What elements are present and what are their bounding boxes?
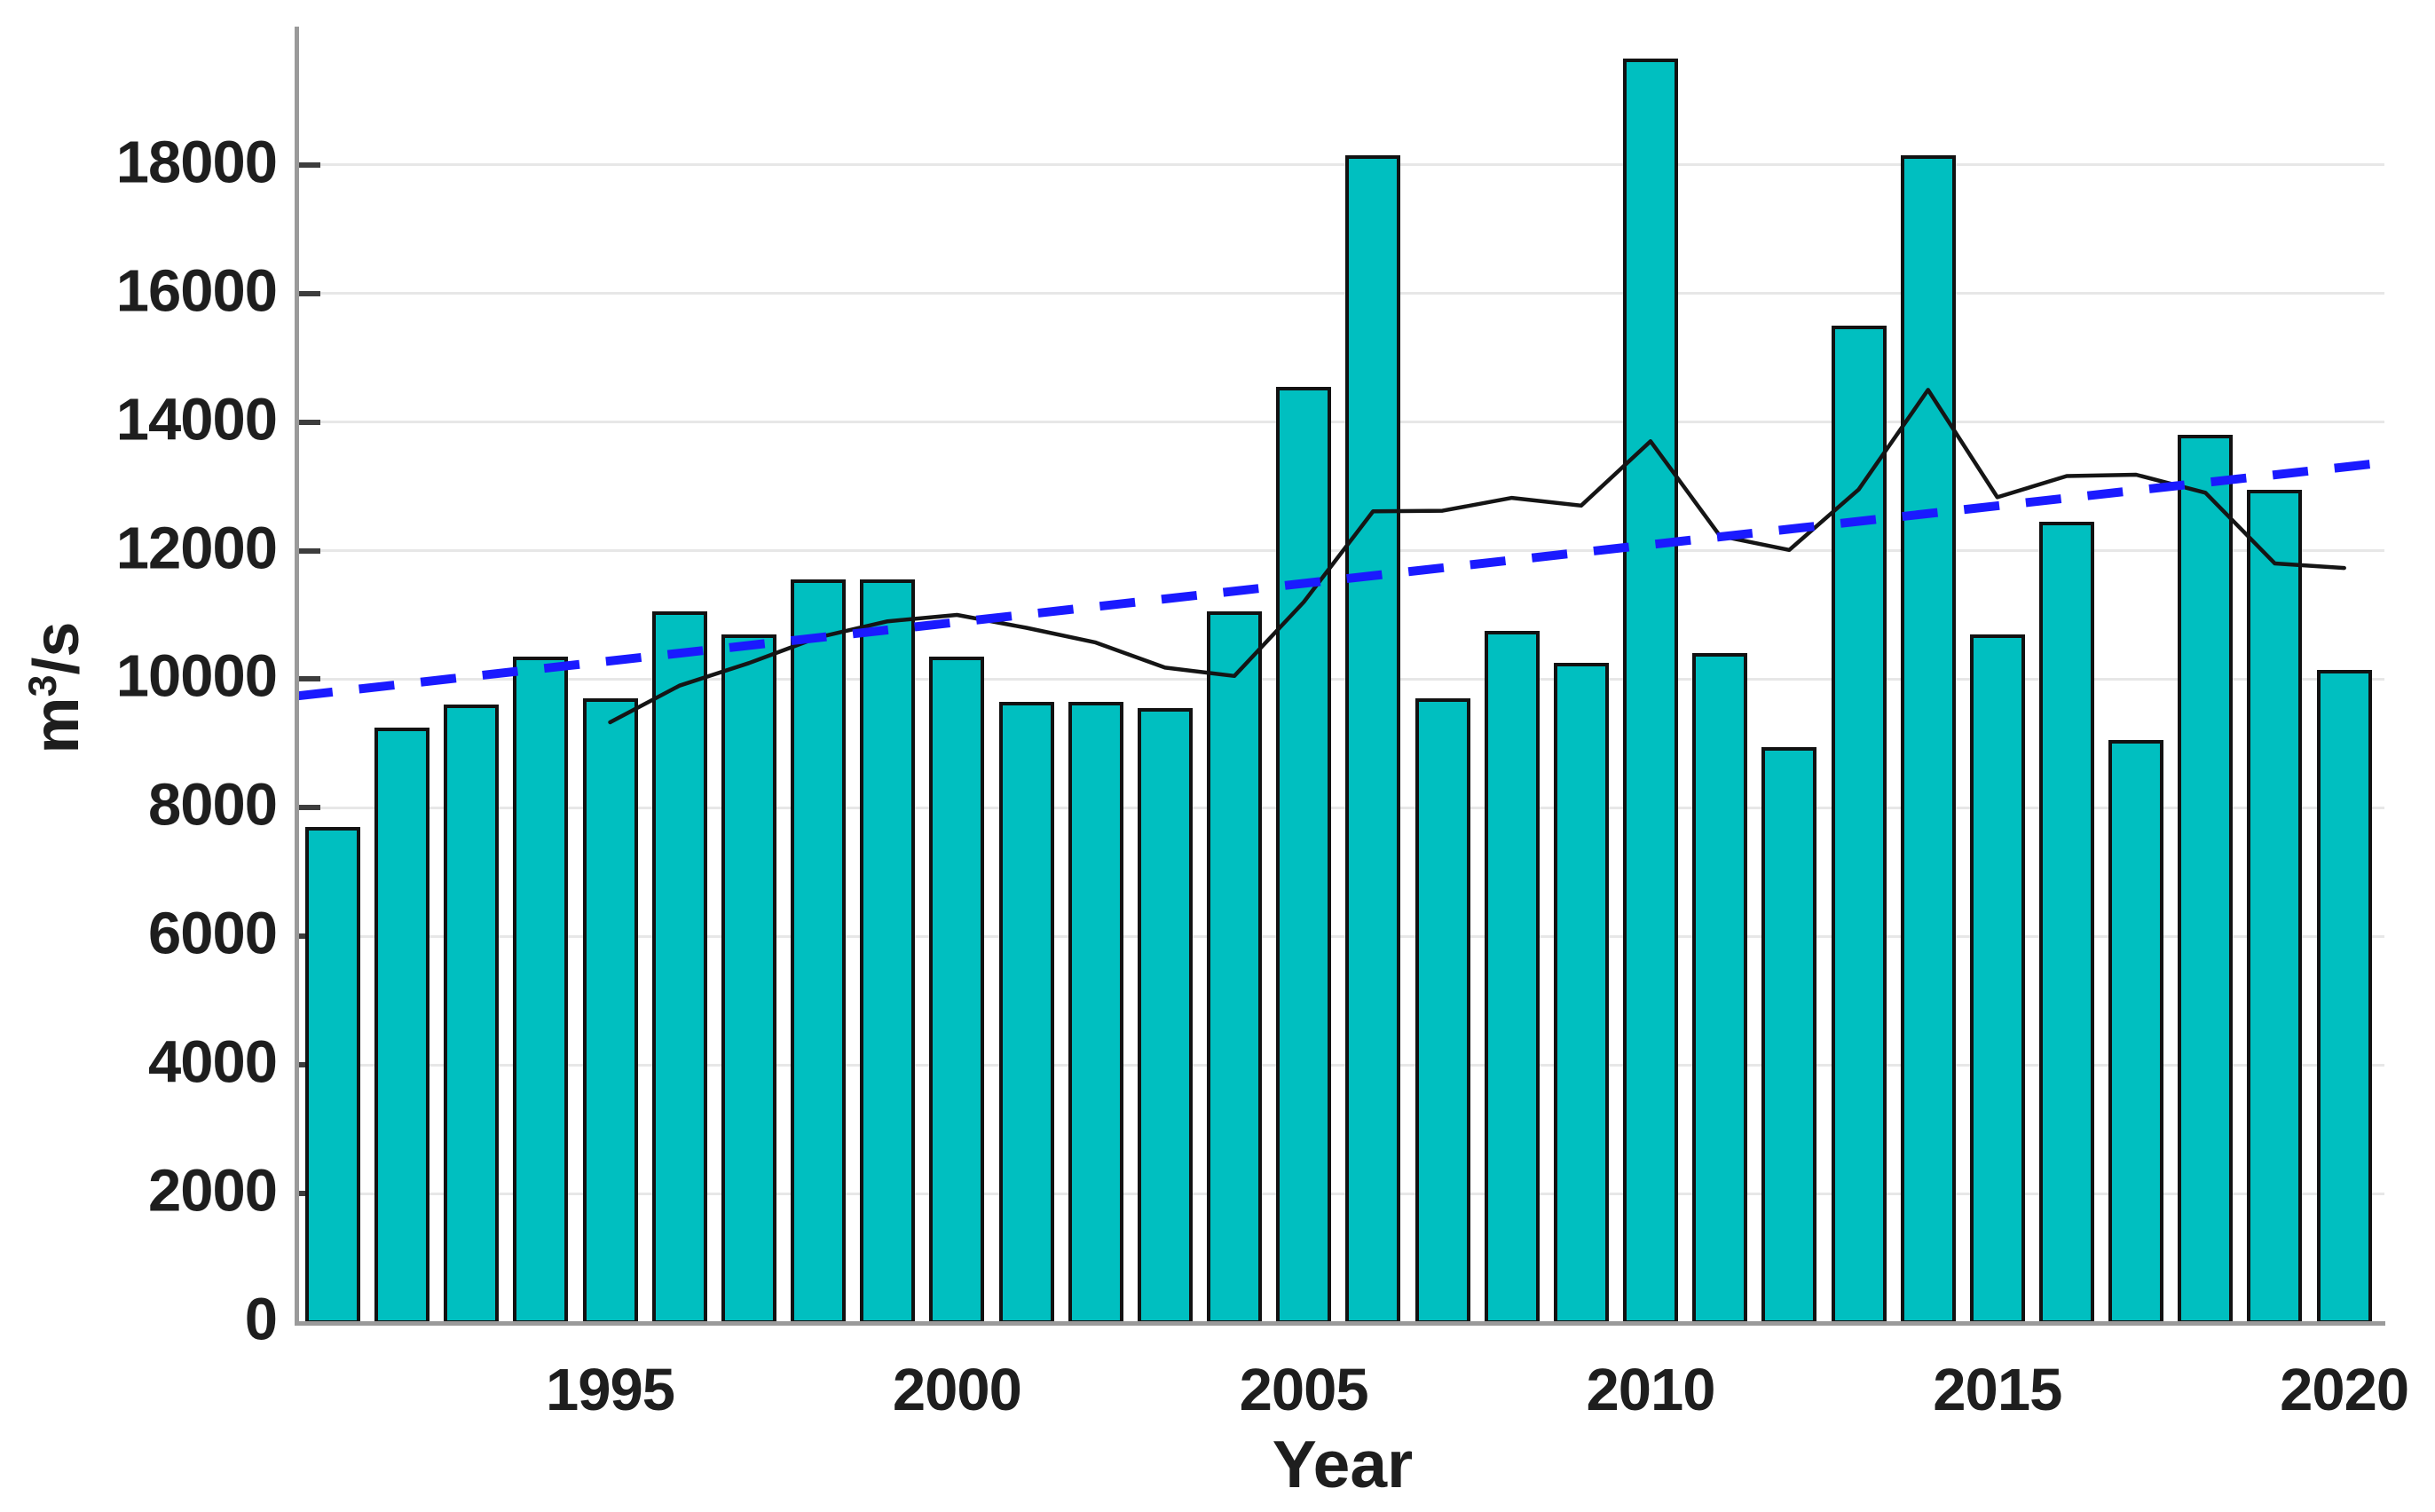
bar-2015 [1969,634,2025,1324]
bar-2016 [2039,521,2094,1324]
y-tick-label-6000: 6000 [147,900,278,967]
bar-2005 [1276,386,1332,1324]
y-tick-mark-12000 [297,547,320,554]
y-axis-unit-denominator: /s [21,621,92,675]
bar-2020 [2316,669,2372,1324]
y-tick-mark-16000 [297,290,320,296]
bar-2014 [1900,154,1956,1324]
bar-2004 [1207,611,1263,1324]
x-tick-label-2000: 2000 [892,1357,1022,1423]
y-tick-label-12000: 12000 [115,514,278,581]
bar-1993 [444,705,500,1324]
bar-2012 [1761,746,1817,1324]
gridline-8000 [297,806,2384,809]
x-tick-label-2005: 2005 [1239,1357,1369,1423]
y-tick-label-4000: 4000 [147,1028,278,1096]
bar-2018 [2178,435,2234,1324]
y-tick-label-10000: 10000 [115,642,278,710]
x-axis-spine [295,1321,2385,1326]
bar-2011 [1692,653,1748,1324]
bar-2003 [1137,708,1193,1324]
bar-2007 [1415,698,1470,1324]
bar-2017 [2108,740,2164,1324]
x-tick-label-2015: 2015 [1933,1357,2062,1423]
gridline-18000 [297,163,2384,167]
y-axis-title: m3/s [0,555,181,821]
gridline-16000 [297,292,2384,295]
y-tick-label-2000: 2000 [147,1157,278,1225]
y-tick-mark-18000 [297,161,320,168]
gridline-2000 [297,1192,2384,1195]
y-tick-label-0: 0 [244,1286,278,1353]
y-axis-spine [295,27,299,1325]
y-tick-mark-10000 [297,676,320,682]
bar-2013 [1831,325,1887,1324]
y-tick-label-14000: 14000 [115,386,278,453]
y-tick-label-18000: 18000 [115,129,278,196]
bar-1998 [791,579,847,1324]
bar-1992 [374,727,430,1324]
bar-1997 [721,634,776,1324]
x-tick-label-2020: 2020 [2280,1357,2409,1423]
x-axis-title: Year [1272,1427,1414,1501]
bar-1999 [860,579,916,1324]
bar-2008 [1484,631,1540,1324]
gridline-6000 [297,934,2384,938]
bar-1995 [582,698,638,1324]
bar-2002 [1068,701,1123,1324]
gridline-14000 [297,421,2384,424]
y-axis-unit-exponent: 3 [21,674,66,697]
y-tick-mark-8000 [297,805,320,811]
bar-2019 [2247,489,2303,1324]
y-tick-mark-14000 [297,419,320,425]
gridline-4000 [297,1063,2384,1067]
bar-1991 [304,827,360,1324]
bar-2000 [929,657,985,1324]
bar-2010 [1623,59,1678,1324]
bar-1996 [651,611,707,1324]
x-tick-label-1995: 1995 [545,1357,675,1423]
y-axis-unit-base: m [21,697,92,754]
bar-2006 [1345,154,1401,1324]
x-tick-label-2010: 2010 [1586,1357,1715,1423]
bar-1994 [513,657,569,1324]
y-tick-label-8000: 8000 [147,771,278,839]
y-tick-label-16000: 16000 [115,257,278,325]
bar-2009 [1553,663,1609,1324]
bar-2001 [998,701,1054,1324]
